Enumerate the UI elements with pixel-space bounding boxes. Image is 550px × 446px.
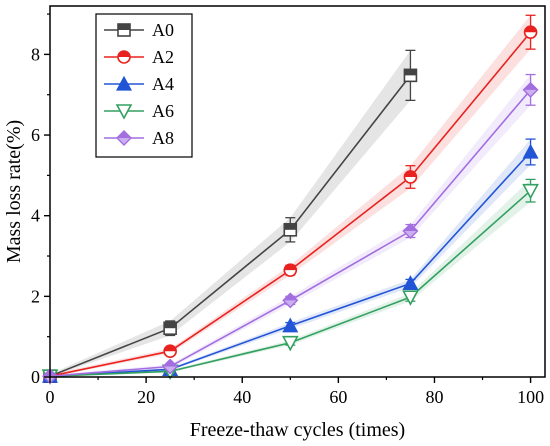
- y-tick-label: 6: [31, 125, 40, 145]
- legend-label-a0: A0: [152, 20, 174, 40]
- plot-area: [41, 14, 539, 385]
- x-tick-label: 0: [46, 387, 55, 407]
- y-tick-label: 0: [31, 367, 40, 387]
- legend-marker-a2: [117, 50, 131, 64]
- legend-label-a8: A8: [152, 128, 174, 148]
- data-point-a8: [162, 358, 179, 375]
- legend-marker-a8: [116, 130, 132, 146]
- data-point-a8: [282, 292, 299, 309]
- axis-ticks: 0 20 40 60 80 100 0 2 4 6 8: [31, 13, 544, 407]
- data-point-a6: [281, 335, 299, 352]
- x-tick-label: 80: [425, 387, 443, 407]
- legend-marker-a6: [115, 104, 133, 120]
- data-point-a4: [402, 275, 419, 291]
- legend-box: [95, 13, 193, 158]
- x-axis-title: Freeze-thaw cycles (times): [190, 419, 405, 441]
- x-tick-label: 20: [137, 387, 155, 407]
- legend-label-a6: A6: [152, 101, 174, 121]
- data-point-a2: [523, 25, 538, 40]
- data-point-a8: [402, 223, 419, 240]
- y-tick-label: 4: [31, 206, 40, 226]
- data-point-a0: [403, 68, 418, 83]
- legend-label-a2: A2: [152, 47, 174, 67]
- data-point-a2: [163, 344, 177, 358]
- x-tick-label: 40: [233, 387, 251, 407]
- y-tick-label: 2: [31, 286, 40, 306]
- y-axis-title: Mass loss rate(%): [3, 120, 25, 263]
- data-point-a2: [283, 263, 298, 277]
- plot-frame: [49, 5, 546, 378]
- data-point-a6: [522, 183, 539, 200]
- legend-marker-a4: [115, 75, 133, 91]
- legend-label-a4: A4: [152, 74, 174, 94]
- data-point-a6: [402, 290, 419, 306]
- series-line-a0: [49, 74, 412, 377]
- legend-marker-a0: [117, 23, 131, 37]
- y-tick-label: 8: [31, 44, 40, 64]
- legend: A0 A2 A4 A6 A8: [95, 13, 193, 158]
- data-point-a4: [282, 317, 299, 333]
- error-band-a6: [50, 179, 531, 377]
- data-point-a0: [163, 321, 177, 336]
- x-tick-label: 60: [329, 387, 347, 407]
- data-point-a4: [522, 143, 539, 159]
- data-point-a2: [403, 170, 418, 184]
- x-tick-label: 100: [517, 387, 544, 407]
- data-point-a8: [522, 81, 539, 98]
- data-point-a0: [283, 223, 298, 237]
